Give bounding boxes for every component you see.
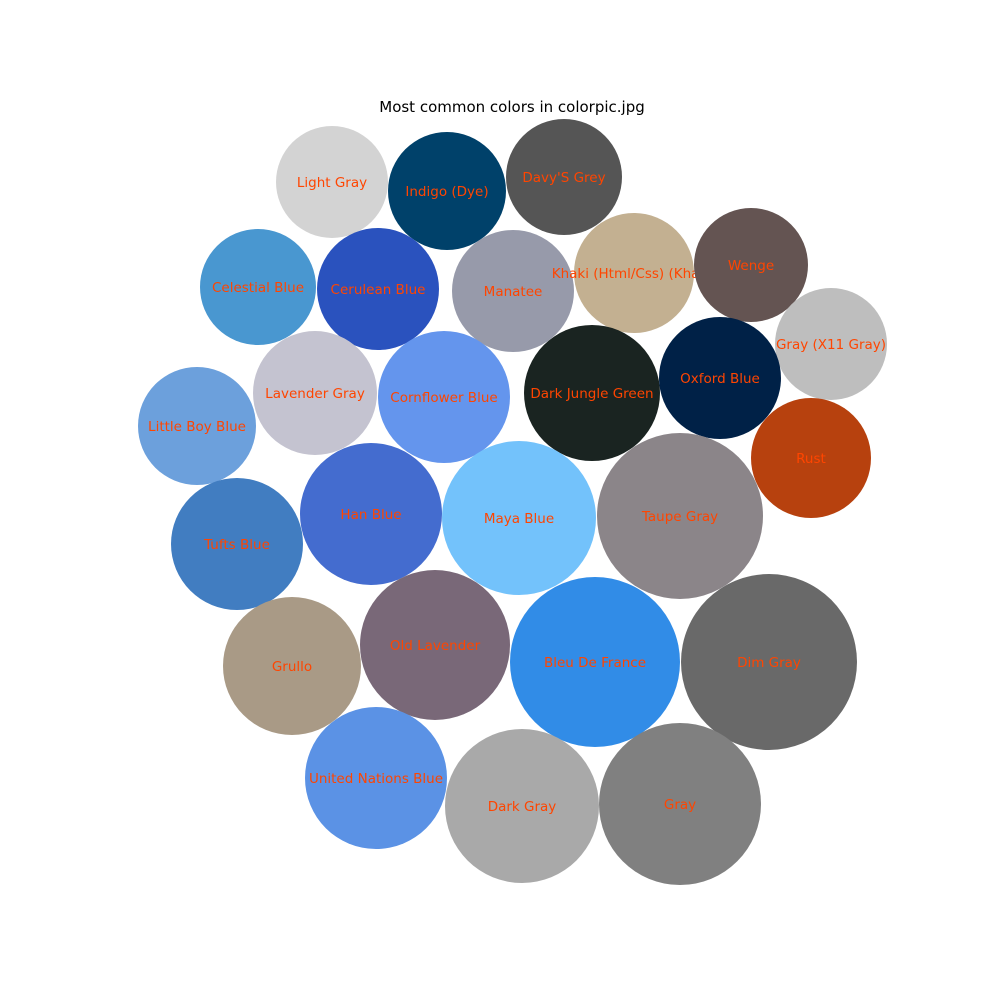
- bubble-label-14: Rust: [796, 451, 826, 467]
- bubble-21: [510, 577, 680, 747]
- bubble-12: [659, 317, 781, 439]
- bubble-label-0: Light Gray: [297, 175, 367, 191]
- bubble-0: [276, 126, 388, 238]
- bubble-label-20: Old Lavender: [390, 638, 481, 654]
- bubble-label-15: Han Blue: [340, 507, 401, 523]
- bubble-label-12: Oxford Blue: [680, 371, 760, 387]
- bubble-16: [442, 441, 596, 595]
- bubble-14: [751, 398, 871, 518]
- bubble-5: [452, 230, 574, 352]
- bubble-label-24: Dark Gray: [488, 799, 557, 815]
- bubble-label-23: United Nations Blue: [309, 771, 443, 787]
- bubble-3: [200, 229, 316, 345]
- bubble-7: [694, 208, 808, 322]
- bubble-8: [775, 288, 887, 400]
- bubble-label-11: Dark Jungle Green: [530, 386, 653, 402]
- bubble-label-22: Dim Gray: [737, 655, 801, 671]
- bubble-6: [574, 213, 694, 333]
- bubble-label-25: Gray: [664, 797, 696, 813]
- bubble-24: [445, 729, 599, 883]
- bubble-4: [317, 228, 439, 350]
- bubble-20: [360, 570, 510, 720]
- bubble-1: [388, 132, 506, 250]
- bubble-label-3: Celestial Blue: [212, 280, 304, 296]
- bubble-label-13: Little Boy Blue: [148, 419, 246, 435]
- bubble-label-5: Manatee: [484, 284, 543, 300]
- bubble-label-1: Indigo (Dye): [405, 184, 488, 200]
- bubble-22: [681, 574, 857, 750]
- bubbles-group: Light Gray Indigo (Dye) Davy'S Grey Celesti…: [138, 119, 887, 885]
- bubble-label-17: Taupe Gray: [641, 509, 718, 525]
- bubble-label-8: Gray (X11 Gray): [776, 337, 886, 353]
- bubble-label-10: Cornflower Blue: [390, 390, 497, 406]
- bubble-label-18: Tufts Blue: [203, 537, 270, 553]
- chart-title: Most common colors in colorpic.jpg: [379, 98, 645, 116]
- bubble-10: [378, 331, 510, 463]
- bubble-2: [506, 119, 622, 235]
- bubble-label-19: Grullo: [272, 659, 312, 675]
- bubble-18: [171, 478, 303, 610]
- bubble-label-21: Bleu De France: [544, 655, 646, 671]
- bubble-label-6: Khaki (Html/Css) (Khaki): [552, 266, 717, 282]
- bubble-label-2: Davy'S Grey: [522, 170, 605, 186]
- bubble-19: [223, 597, 361, 735]
- bubble-9: [253, 331, 377, 455]
- bubble-15: [300, 443, 442, 585]
- bubble-25: [599, 723, 761, 885]
- bubble-label-16: Maya Blue: [484, 511, 554, 527]
- bubble-23: [305, 707, 447, 849]
- bubble-label-4: Cerulean Blue: [331, 282, 426, 298]
- bubble-label-9: Lavender Gray: [265, 386, 365, 402]
- bubble-17: [597, 433, 763, 599]
- bubble-13: [138, 367, 256, 485]
- bubble-label-7: Wenge: [728, 258, 774, 274]
- bubble-11: [524, 325, 660, 461]
